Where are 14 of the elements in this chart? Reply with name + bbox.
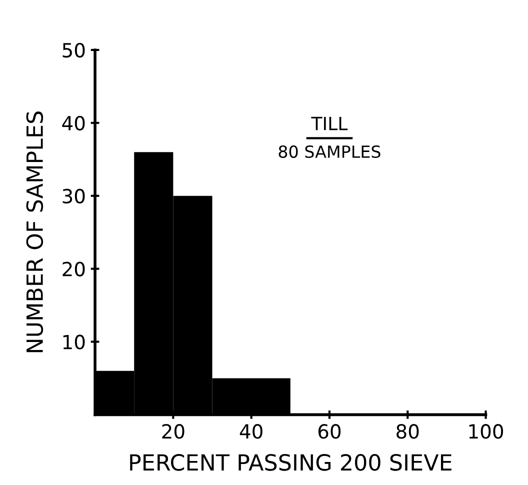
x-tick-label: 20	[162, 424, 184, 439]
y-tick-label: 40	[62, 116, 85, 131]
x-tick-label: 100	[469, 424, 504, 439]
x-tick-label: 80	[396, 424, 419, 439]
y-tick-label: 50	[62, 42, 85, 58]
y-tick-label: 10	[63, 334, 85, 350]
y-tick-label: 30	[62, 188, 85, 204]
y-tick-label: 20	[62, 262, 85, 276]
annotation: TILL	[311, 116, 348, 130]
y-axis-title: NUMBER OF SAMPLES	[26, 112, 44, 352]
x-tick-label: 40	[240, 424, 262, 439]
x-tick-label: 60	[318, 424, 341, 439]
annotation: 80 SAMPLES	[278, 145, 380, 158]
x-axis-title: PERCENT PASSING 200 SIEVE	[130, 454, 452, 471]
